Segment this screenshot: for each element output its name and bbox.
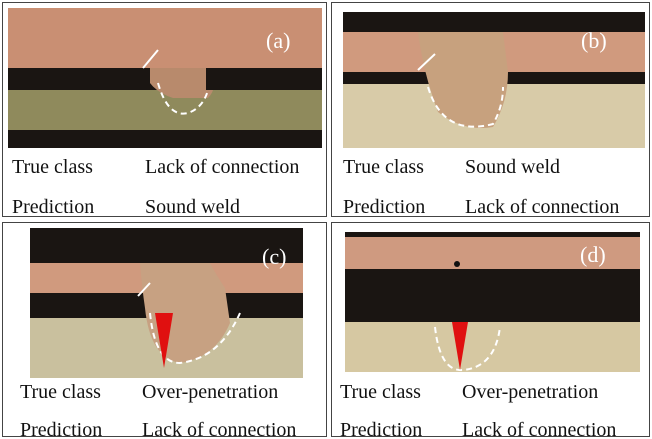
- panel-label: (d): [580, 242, 606, 267]
- prediction: Lack of connection: [465, 196, 619, 218]
- prediction: Sound weld: [145, 196, 240, 218]
- true-class-label: True class: [20, 381, 101, 403]
- prediction: Lack of connection: [142, 419, 296, 439]
- true-class: Over-penetration: [462, 381, 598, 403]
- prediction-label: Prediction: [340, 419, 422, 439]
- micrograph: (c): [30, 228, 303, 378]
- panel-label: (b): [581, 28, 607, 53]
- true-class: Lack of connection: [145, 156, 299, 178]
- prediction-label: Prediction: [343, 196, 425, 218]
- true-class-label: True class: [12, 156, 93, 178]
- micrograph: (b): [343, 12, 645, 148]
- true-class: Sound weld: [465, 156, 560, 178]
- prediction: Lack of connection: [462, 419, 616, 439]
- micrograph: (d): [345, 232, 640, 372]
- true-class-label: True class: [343, 156, 424, 178]
- panel-label: (c): [262, 244, 286, 269]
- prediction-label: Prediction: [12, 196, 94, 218]
- micrograph: (a): [8, 8, 322, 148]
- true-class: Over-penetration: [142, 381, 278, 403]
- panel-label: (a): [266, 28, 290, 53]
- figure: (a) True class Lack of connection Predic…: [0, 0, 652, 439]
- true-class-label: True class: [340, 381, 421, 403]
- prediction-label: Prediction: [20, 419, 102, 439]
